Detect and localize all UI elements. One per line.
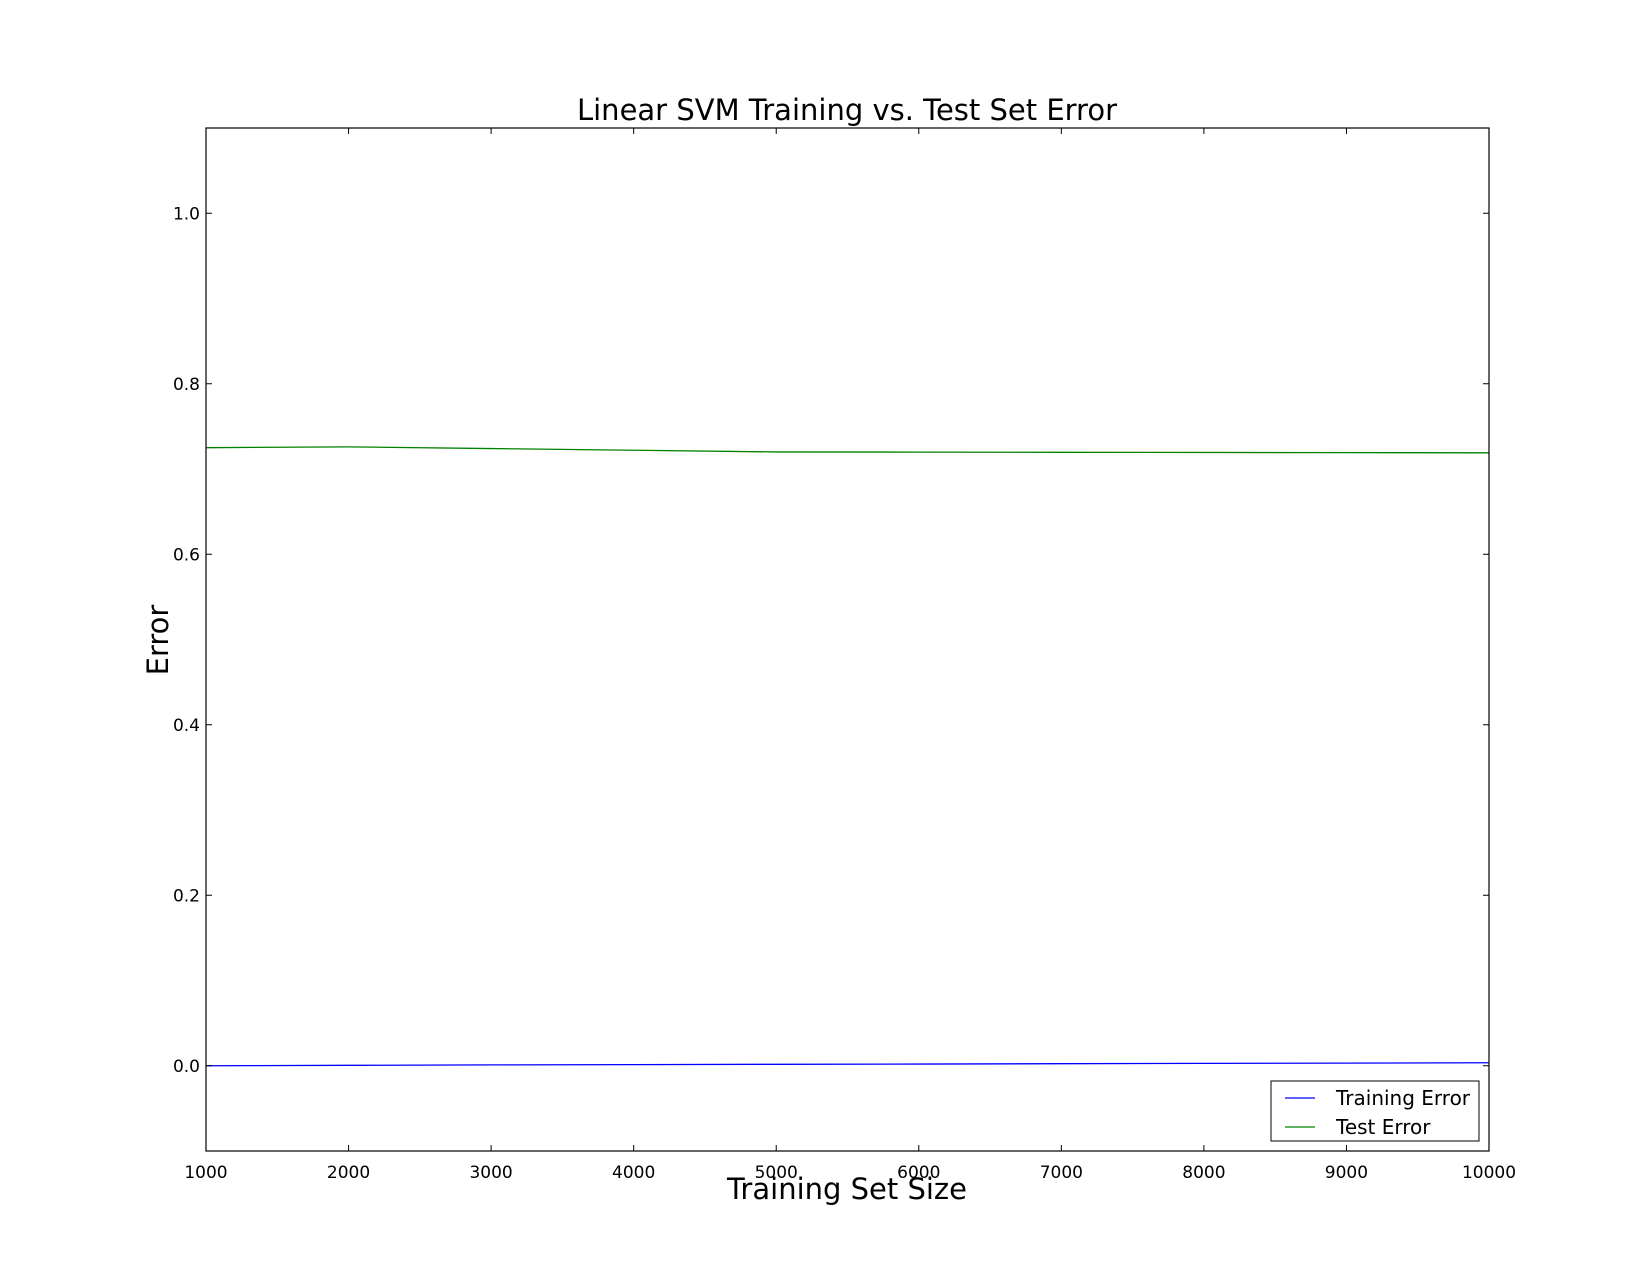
x-tick-label: 7000 [1040, 1163, 1083, 1183]
y-tick-label: 0.6 [173, 545, 200, 565]
x-tick-label: 2000 [327, 1163, 370, 1183]
legend-label: Training Error [1335, 1086, 1471, 1110]
y-tick-label: 0.8 [173, 375, 200, 395]
series-line-training-error [205, 1062, 1490, 1067]
axes-frame [205, 127, 1490, 1152]
x-tick-label: 4000 [612, 1163, 655, 1183]
x-tick-label: 1000 [184, 1163, 227, 1183]
x-tick-label: 8000 [1182, 1163, 1225, 1183]
x-tick-label: 9000 [1325, 1163, 1368, 1183]
y-tick-label: 0.4 [173, 716, 200, 736]
x-tick-label: 5000 [755, 1163, 798, 1183]
legend: Training Error Test Error [1270, 1080, 1480, 1142]
y-tick-label: 0.2 [173, 886, 200, 906]
x-tick-label: 10000 [1462, 1163, 1516, 1183]
y-axis-title: Error [141, 605, 175, 676]
legend-box [1270, 1080, 1480, 1142]
legend-label: Test Error [1335, 1115, 1431, 1139]
plot-area: 1000 2000 3000 4000 5000 6000 7000 8000 9000 1000… [173, 127, 1516, 1183]
series-line-test-error [205, 446, 1490, 454]
x-tick-label: 6000 [897, 1163, 940, 1183]
y-tick-label: 1.0 [173, 204, 200, 224]
x-axis-title: Training Set Size [726, 1172, 967, 1206]
x-tick-label: 3000 [469, 1163, 512, 1183]
y-tick-label: 0.0 [173, 1057, 200, 1077]
chart-title: Linear SVM Training vs. Test Set Error [577, 93, 1117, 127]
